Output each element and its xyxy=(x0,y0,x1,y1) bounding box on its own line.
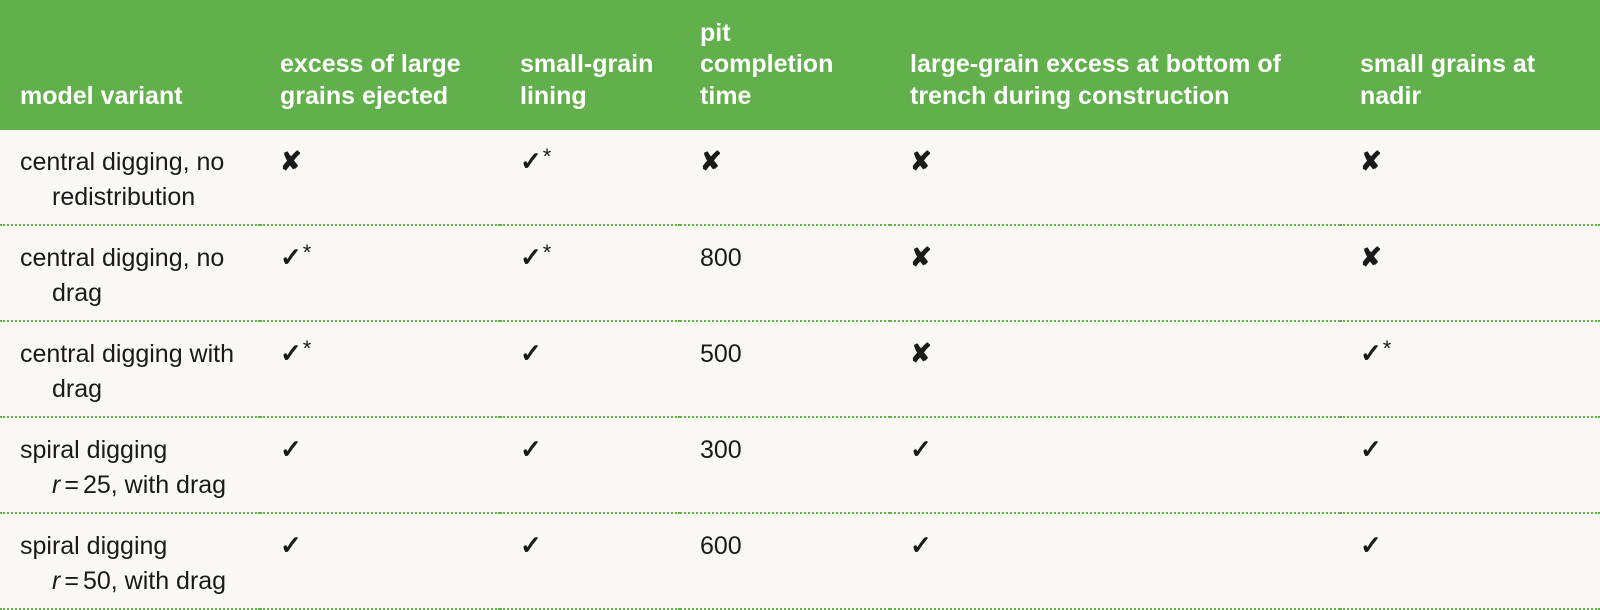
cell-excess_large: ✓ xyxy=(260,513,500,609)
header-nadir: small grains at nadir xyxy=(1340,0,1600,130)
model-variant-table: model variant excess of large grains eje… xyxy=(0,0,1600,610)
table-body: central digging, noredistribution✘✓*✘✘✘c… xyxy=(0,130,1600,609)
cross-icon: ✘ xyxy=(280,148,302,174)
cell-trench_excess: ✓ xyxy=(890,513,1340,609)
check-icon: ✓ xyxy=(1360,532,1382,558)
cell-excess_large: ✓ xyxy=(260,417,500,513)
check-icon: ✓ xyxy=(910,532,932,558)
row-label-line1: central digging, no xyxy=(20,148,240,177)
header-small-lining: small-grain lining xyxy=(500,0,680,130)
check-icon: ✓ xyxy=(280,436,302,462)
cell-trench_excess: ✘ xyxy=(890,130,1340,225)
header-model-variant: model variant xyxy=(0,0,260,130)
row-label: spiral diggingr=50, with drag xyxy=(0,513,260,609)
footnote-star-icon: * xyxy=(1383,336,1392,361)
check-icon: ✓ xyxy=(910,436,932,462)
cell-trench_excess: ✘ xyxy=(890,225,1340,321)
row-label-line2: redistribution xyxy=(20,177,240,212)
cell-trench_excess: ✘ xyxy=(890,321,1340,417)
table-row: central digging withdrag✓*✓500✘✓* xyxy=(0,321,1600,417)
row-label-line1: central digging with xyxy=(20,340,240,369)
cell-pit_time: 800 xyxy=(680,225,890,321)
footnote-star-icon: * xyxy=(543,240,552,265)
cell-small_lining: ✓* xyxy=(500,130,680,225)
row-label: central digging, nodrag xyxy=(0,225,260,321)
cell-trench_excess: ✓ xyxy=(890,417,1340,513)
cell-nadir: ✓ xyxy=(1340,417,1600,513)
cross-icon: ✘ xyxy=(700,148,722,174)
row-label: central digging withdrag xyxy=(0,321,260,417)
cross-icon: ✘ xyxy=(1360,244,1382,270)
row-label: central digging, noredistribution xyxy=(0,130,260,225)
cell-small_lining: ✓ xyxy=(500,321,680,417)
cross-icon: ✘ xyxy=(910,244,932,270)
header-row: model variant excess of large grains eje… xyxy=(0,0,1600,130)
check-icon: ✓ xyxy=(520,244,542,270)
cell-nadir: ✘ xyxy=(1340,225,1600,321)
cell-excess_large: ✘ xyxy=(260,130,500,225)
table-head: model variant excess of large grains eje… xyxy=(0,0,1600,130)
cell-pit_time: 300 xyxy=(680,417,890,513)
cell-excess_large: ✓* xyxy=(260,225,500,321)
check-icon: ✓ xyxy=(520,436,542,462)
cell-nadir: ✓ xyxy=(1340,513,1600,609)
cell-small_lining: ✓* xyxy=(500,225,680,321)
check-icon: ✓ xyxy=(520,532,542,558)
table-row: spiral diggingr=50, with drag ✓ ✓ 600 ✓ ✓ xyxy=(0,513,1600,609)
row-label-line2: drag xyxy=(20,273,240,308)
cell-nadir: ✘ xyxy=(1340,130,1600,225)
row-label-line1: spiral digging xyxy=(20,436,240,465)
check-icon: ✓ xyxy=(520,340,542,366)
row-label-line2: drag xyxy=(20,369,240,404)
cell-pit_time: 600 xyxy=(680,513,890,609)
cell-small_lining: ✓ xyxy=(500,513,680,609)
cell-pit_time: ✘ xyxy=(680,130,890,225)
footnote-star-icon: * xyxy=(303,336,312,361)
row-label: spiral diggingr=25, with drag xyxy=(0,417,260,513)
check-icon: ✓ xyxy=(1360,340,1382,366)
cross-icon: ✘ xyxy=(1360,148,1382,174)
cell-excess_large: ✓* xyxy=(260,321,500,417)
table-row: central digging, nodrag✓*✓*800✘✘ xyxy=(0,225,1600,321)
check-icon: ✓ xyxy=(280,244,302,270)
check-icon: ✓ xyxy=(520,148,542,174)
check-icon: ✓ xyxy=(280,532,302,558)
row-label-line2: r=50, with drag xyxy=(20,561,240,596)
table-row: spiral diggingr=25, with drag ✓ ✓ 300 ✓ ✓ xyxy=(0,417,1600,513)
footnote-star-icon: * xyxy=(543,144,552,169)
check-icon: ✓ xyxy=(280,340,302,366)
cross-icon: ✘ xyxy=(910,340,932,366)
cross-icon: ✘ xyxy=(910,148,932,174)
header-excess-large: excess of large grains ejected xyxy=(260,0,500,130)
footnote-star-icon: * xyxy=(303,240,312,265)
cell-small_lining: ✓ xyxy=(500,417,680,513)
check-icon: ✓ xyxy=(1360,436,1382,462)
header-pit-time: pit completion time xyxy=(680,0,890,130)
table-row: central digging, noredistribution ✘ ✓* ✘ ✘ ✘ xyxy=(0,130,1600,225)
cell-pit_time: 500 xyxy=(680,321,890,417)
cell-nadir: ✓* xyxy=(1340,321,1600,417)
row-label-line1: central digging, no xyxy=(20,244,240,273)
header-trench-excess: large-grain excess at bottom of trench d… xyxy=(890,0,1340,130)
row-label-line2: r=25, with drag xyxy=(20,465,240,500)
row-label-line1: spiral digging xyxy=(20,532,240,561)
